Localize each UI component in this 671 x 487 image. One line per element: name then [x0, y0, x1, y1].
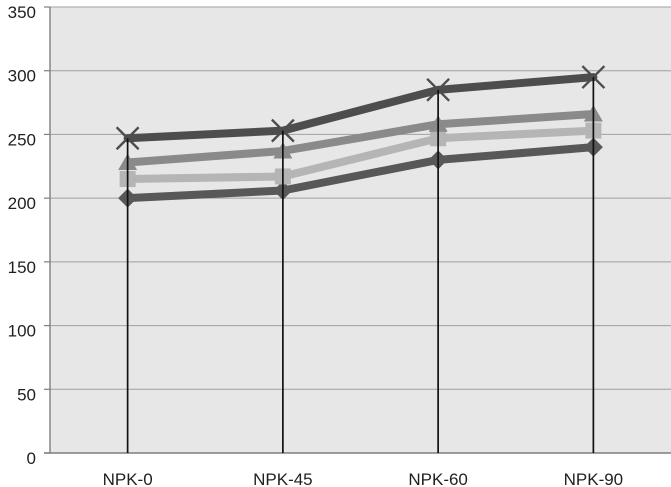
- plot-area: [50, 7, 671, 453]
- y-axis-tick-label: 200: [8, 194, 36, 213]
- y-axis-tick-label: 0: [27, 449, 36, 468]
- x-axis-category-label: NPK-45: [253, 470, 313, 487]
- series-line-x: [123, 73, 598, 143]
- x-axis-category-label: NPK-90: [564, 470, 624, 487]
- y-axis-tick-label: 150: [8, 258, 36, 277]
- series-line-triangle: [123, 110, 598, 167]
- y-axis-tick-label: 100: [8, 322, 36, 341]
- x-axis-category-label: NPK-0: [103, 470, 153, 487]
- series-line-square: [123, 126, 598, 184]
- y-axis-tick-label: 50: [17, 385, 36, 404]
- y-axis-tick-label: 250: [8, 130, 36, 149]
- series-line-diamond: [123, 143, 598, 203]
- x-axis-category-label: NPK-60: [408, 470, 468, 487]
- y-axis-tick-label: 350: [8, 3, 36, 22]
- y-axis-tick-label: 300: [8, 67, 36, 86]
